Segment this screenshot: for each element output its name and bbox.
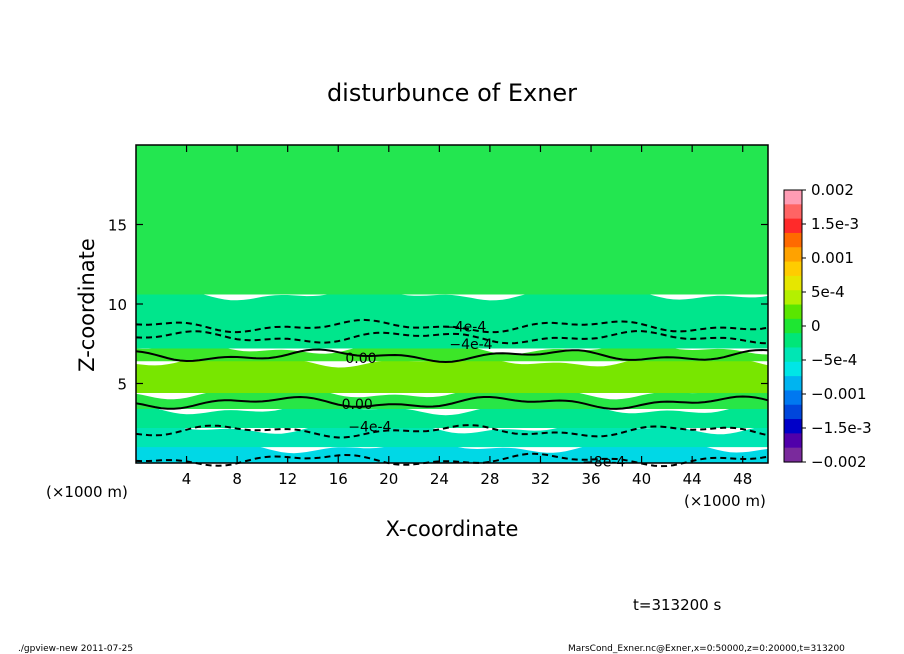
colorbar-swatch <box>784 404 802 420</box>
x-tick-label: 12 <box>278 470 297 488</box>
colorbar-swatch <box>784 419 802 434</box>
fill-band <box>136 421 768 448</box>
colorbar-label: 0.002 <box>811 181 854 199</box>
colorbar-swatch <box>784 361 802 377</box>
colorbar-swatch <box>784 218 802 234</box>
x-unit-right: (×1000 m) <box>684 492 766 510</box>
colorbar-swatch <box>784 333 802 349</box>
heatmap-fills <box>136 145 768 463</box>
colorbar-swatch <box>784 247 802 263</box>
colorbar-label: −0.002 <box>811 453 867 471</box>
x-tick-label: 36 <box>581 470 600 488</box>
contour-label: 0.00 <box>345 351 376 367</box>
colorbar-label: −1.5e-3 <box>811 419 872 437</box>
footer-left: ./gpview-new 2011-07-25 <box>18 644 133 654</box>
x-tick-label: 44 <box>683 470 702 488</box>
contour-line <box>135 348 769 364</box>
x-tick-label: 16 <box>329 470 348 488</box>
x-tick-label: 32 <box>531 470 550 488</box>
colorbar-label: 5e-4 <box>811 283 845 301</box>
x-axis: 4 8 12 16 20 24 28 32 36 40 44 48 <box>182 145 752 488</box>
colorbar-swatch <box>784 275 802 291</box>
colorbar-swatch <box>784 318 802 334</box>
contour-line <box>135 395 769 410</box>
colorbar-swatch <box>784 190 802 205</box>
contour-lines <box>135 318 769 468</box>
colorbar-swatch <box>784 304 802 320</box>
colorbar-label: 1.5e-3 <box>811 215 859 233</box>
x-tick-label: 48 <box>733 470 752 488</box>
y-tick-label: 5 <box>117 376 127 394</box>
colorbar: 0.002 1.5e-3 0.001 5e-4 0 −5e-4 −0.001 −1.5e-3 −… <box>783 181 872 471</box>
chart-title: disturbunce of Exner <box>327 79 577 107</box>
x-tick-label: 40 <box>632 470 651 488</box>
y-tick-label: 15 <box>108 217 127 235</box>
colorbar-swatch <box>784 376 802 392</box>
x-tick-label: 28 <box>480 470 499 488</box>
contour-label: 0.00 <box>342 397 373 413</box>
fill-band <box>136 355 768 394</box>
colorbar-swatch <box>784 447 802 463</box>
colorbar-swatch <box>784 390 802 406</box>
footer-right: MarsCond_Exner.nc@Exner,x=0:50000,z=0:20… <box>568 644 845 654</box>
colorbar-swatch <box>784 347 802 363</box>
x-axis-label: X-coordinate <box>386 517 519 541</box>
colorbar-swatch <box>784 290 802 306</box>
colorbar-swatch <box>784 204 802 220</box>
x-tick-label: 20 <box>379 470 398 488</box>
colorbar-label: 0 <box>811 317 821 335</box>
x-unit-left: (×1000 m) <box>46 483 128 501</box>
colorbar-label: 0.001 <box>811 249 854 267</box>
contour-line <box>135 330 769 345</box>
contour-line <box>135 452 769 468</box>
x-tick-label: 8 <box>232 470 242 488</box>
fill-band <box>136 145 768 295</box>
time-label: t=313200 s <box>633 596 721 614</box>
fill-band <box>136 288 768 349</box>
colorbar-swatch <box>784 232 802 248</box>
contour-line <box>135 424 769 439</box>
colorbar-label: −5e-4 <box>811 351 857 369</box>
x-tick-label: 4 <box>182 470 192 488</box>
contour-line <box>135 318 769 334</box>
plot-area: 0.000.00−4e-4−4e-4−4e-4−8e-4 <box>135 144 769 470</box>
contour-label: −4e-4 <box>443 319 486 335</box>
y-axis-label: Z-coordinate <box>75 238 99 372</box>
colorbar-swatch <box>784 433 802 449</box>
y-axis: 5 10 15 <box>108 217 768 394</box>
contour-label: −4e-4 <box>348 419 391 435</box>
colorbar-swatch <box>784 261 802 277</box>
y-tick-label: 10 <box>108 296 127 314</box>
x-tick-label: 24 <box>430 470 449 488</box>
contour-label: −4e-4 <box>449 337 492 353</box>
colorbar-label: −0.001 <box>811 385 867 403</box>
fill-band <box>136 402 768 429</box>
